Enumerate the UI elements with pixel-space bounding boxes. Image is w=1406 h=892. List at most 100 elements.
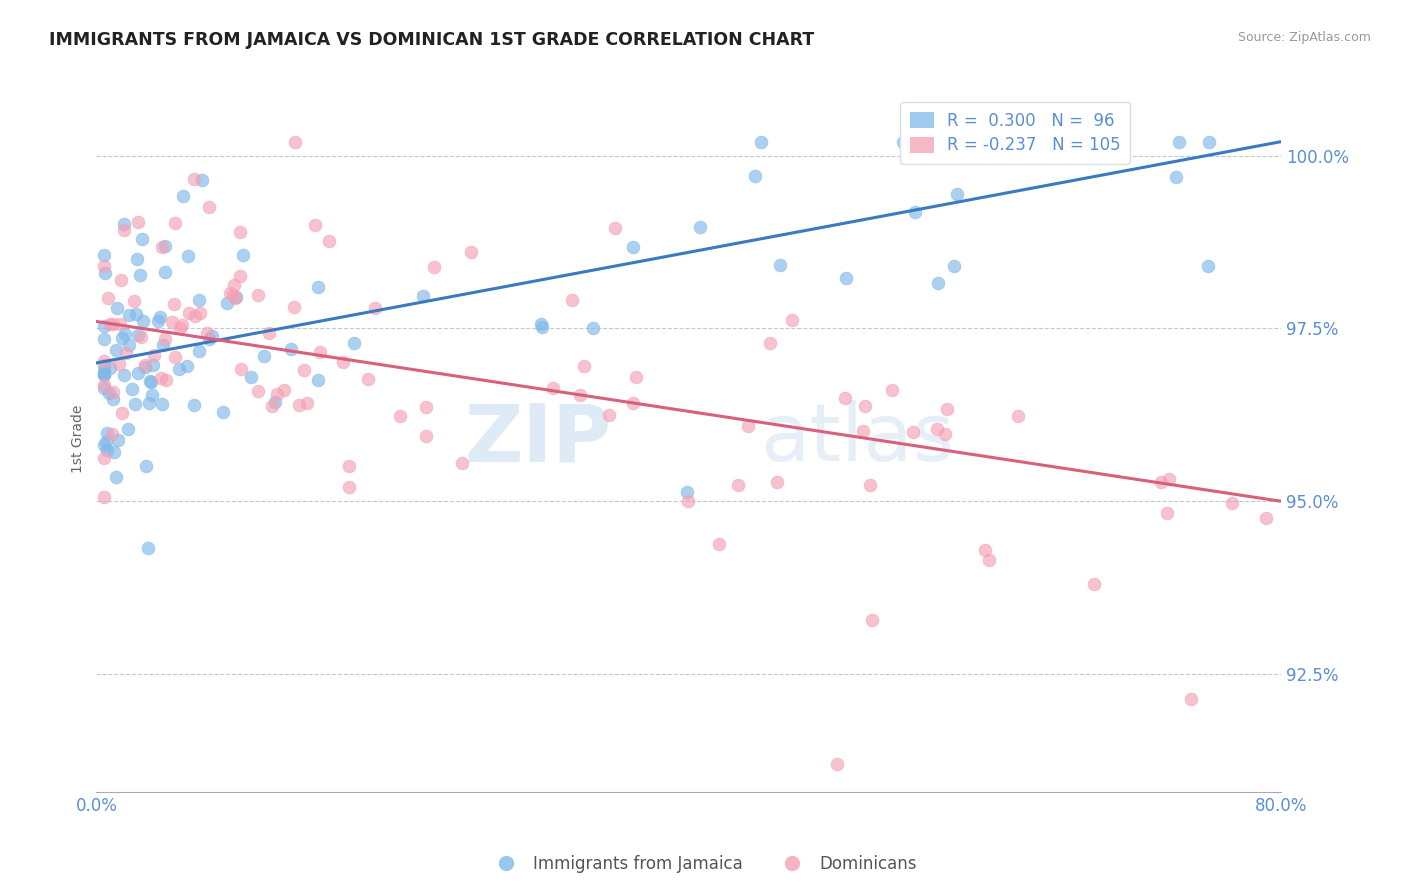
Point	[93, 318, 115, 333]
Point	[127, 214, 149, 228]
Point	[93, 381, 115, 395]
Point	[1164, 170, 1187, 185]
Point	[127, 328, 149, 343]
Point	[332, 355, 354, 369]
Point	[232, 248, 254, 262]
Point	[222, 288, 245, 302]
Point	[139, 374, 162, 388]
Point	[1220, 495, 1243, 509]
Point	[259, 326, 281, 340]
Point	[337, 480, 360, 494]
Point	[152, 337, 174, 351]
Point	[356, 372, 378, 386]
Point	[103, 445, 125, 459]
Point	[780, 313, 803, 327]
Point	[167, 362, 190, 376]
Point	[364, 301, 387, 315]
Point	[104, 343, 127, 358]
Point	[247, 288, 270, 302]
Point	[100, 317, 122, 331]
Point	[882, 383, 904, 397]
Point	[163, 350, 186, 364]
Point	[825, 757, 848, 772]
Point	[904, 205, 927, 219]
Point	[1156, 506, 1178, 520]
Point	[149, 310, 172, 324]
Point	[412, 289, 434, 303]
Point	[229, 225, 252, 239]
Point	[541, 381, 564, 395]
Point	[561, 293, 583, 307]
Point	[112, 223, 135, 237]
Point	[621, 396, 644, 410]
Point	[603, 221, 626, 235]
Point	[115, 346, 138, 360]
Point	[93, 363, 115, 377]
Point	[183, 172, 205, 186]
Point	[834, 391, 856, 405]
Point	[146, 314, 169, 328]
Point	[191, 173, 214, 187]
Point	[1254, 510, 1277, 524]
Point	[224, 291, 246, 305]
Point	[198, 200, 221, 214]
Point	[737, 419, 759, 434]
Point	[142, 358, 165, 372]
Point	[96, 442, 118, 457]
Point	[108, 317, 131, 331]
Point	[460, 245, 482, 260]
Point	[212, 405, 235, 419]
Point	[138, 396, 160, 410]
Point	[93, 367, 115, 381]
Text: Source: ZipAtlas.com: Source: ZipAtlas.com	[1237, 31, 1371, 45]
Point	[129, 268, 152, 282]
Point	[105, 469, 128, 483]
Point	[337, 458, 360, 473]
Point	[1069, 137, 1091, 152]
Point	[229, 268, 252, 283]
Point	[112, 217, 135, 231]
Point	[574, 359, 596, 373]
Point	[152, 240, 174, 254]
Point	[96, 425, 118, 440]
Point	[1159, 472, 1181, 486]
Point	[124, 397, 146, 411]
Point	[107, 357, 129, 371]
Point	[295, 396, 318, 410]
Point	[122, 293, 145, 308]
Point	[423, 260, 446, 275]
Point	[143, 348, 166, 362]
Point	[266, 387, 288, 401]
Point	[307, 280, 329, 294]
Point	[93, 247, 115, 261]
Point	[749, 135, 772, 149]
Point	[163, 297, 186, 311]
Point	[219, 285, 242, 300]
Point	[177, 249, 200, 263]
Point	[101, 392, 124, 406]
Point	[129, 330, 152, 344]
Point	[901, 425, 924, 439]
Point	[862, 614, 884, 628]
Point	[187, 344, 209, 359]
Point	[93, 358, 115, 372]
Point	[112, 368, 135, 382]
Point	[689, 219, 711, 234]
Point	[176, 359, 198, 373]
Point	[529, 317, 551, 331]
Point	[946, 187, 969, 202]
Point	[114, 327, 136, 342]
Point	[101, 384, 124, 399]
Point	[98, 360, 121, 375]
Point	[93, 378, 115, 392]
Point	[184, 309, 207, 323]
Point	[93, 332, 115, 346]
Point	[1149, 475, 1171, 490]
Point	[188, 306, 211, 320]
Point	[934, 427, 956, 442]
Point	[97, 291, 120, 305]
Text: atlas: atlas	[759, 400, 955, 478]
Point	[569, 388, 592, 402]
Point	[450, 456, 472, 470]
Point	[581, 320, 603, 334]
